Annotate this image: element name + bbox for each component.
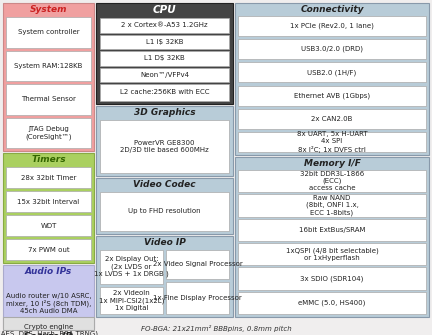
Bar (6, 215, 91, 236)
Bar (238, 109, 426, 129)
Text: 3D Graphics: 3D Graphics (133, 108, 195, 117)
Text: 2x Display Out:
(2x LVDS or
1x LVDS + 1x DRGB ): 2x Display Out: (2x LVDS or 1x LVDS + 1x… (94, 257, 169, 277)
Text: 7x PWM out: 7x PWM out (28, 247, 69, 253)
Bar (6, 118, 91, 148)
Text: 2 x Cortex®-A53 1.2GHz: 2 x Cortex®-A53 1.2GHz (121, 22, 208, 28)
Bar (6, 167, 91, 188)
Bar (238, 16, 426, 36)
Text: System controller: System controller (18, 29, 79, 35)
Text: 28x 32bit Timer: 28x 32bit Timer (21, 175, 76, 181)
Text: Crypto engine
(AES, DES, Hash, RSA,TRNG): Crypto engine (AES, DES, Hash, RSA,TRNG) (0, 324, 98, 335)
Bar (100, 192, 229, 231)
Bar (100, 35, 229, 49)
Bar (6, 84, 91, 115)
Bar (100, 84, 229, 101)
Text: 15x 32bit Interval: 15x 32bit Interval (17, 199, 79, 204)
Text: L2 cache:256KB with ECC: L2 cache:256KB with ECC (120, 89, 209, 95)
Bar (6, 51, 91, 81)
Text: 2x VideoIn
1x MIPI-CSI2(1x2L)
1x Digital: 2x VideoIn 1x MIPI-CSI2(1x2L) 1x Digital (99, 290, 164, 311)
Bar (3, 317, 94, 330)
Text: Audio router w/10 ASRC,
mixer, 10 I²S (8ch TDM),
45ch Audio DMA: Audio router w/10 ASRC, mixer, 10 I²S (8… (6, 293, 91, 314)
Bar (3, 153, 94, 263)
Bar (238, 85, 426, 106)
Bar (96, 236, 233, 317)
Bar (238, 267, 426, 290)
Text: FO-BGA: 21x21mm² BBBpins, 0.8mm pitch: FO-BGA: 21x21mm² BBBpins, 0.8mm pitch (141, 325, 291, 332)
Bar (166, 250, 229, 279)
Bar (235, 3, 429, 155)
Text: JTAG Debug
(CoreSight™): JTAG Debug (CoreSight™) (25, 126, 72, 139)
Text: System: System (30, 5, 67, 14)
Bar (238, 243, 426, 265)
Bar (238, 292, 426, 314)
Bar (238, 62, 426, 82)
Bar (6, 239, 91, 260)
Bar (238, 170, 426, 192)
Bar (3, 3, 94, 151)
Text: WDT: WDT (40, 222, 57, 228)
Text: 1x Fine Display Processor: 1x Fine Display Processor (153, 295, 242, 301)
Text: Video Codec: Video Codec (133, 180, 196, 189)
Bar (96, 106, 233, 176)
Bar (235, 157, 429, 317)
Text: Up to FHD resolution: Up to FHD resolution (128, 208, 201, 214)
Text: Thermal Sensor: Thermal Sensor (21, 96, 76, 102)
Text: eMMC (5.0, HS400): eMMC (5.0, HS400) (299, 299, 365, 306)
Text: Timers: Timers (31, 155, 66, 164)
Bar (6, 17, 91, 48)
Text: Secure IP: Secure IP (25, 332, 73, 335)
Text: Video IP: Video IP (143, 238, 185, 247)
Bar (166, 282, 229, 314)
Text: 2x Video Signal Processor: 2x Video Signal Processor (152, 261, 242, 267)
Text: 1x PCIe (Rev2.0, 1 lane): 1x PCIe (Rev2.0, 1 lane) (290, 23, 374, 29)
Text: USB2.0 (1H/F): USB2.0 (1H/F) (308, 69, 357, 76)
Text: 2x CAN2.0B: 2x CAN2.0B (311, 116, 353, 122)
Bar (100, 120, 229, 173)
Bar (96, 3, 233, 104)
Bar (96, 178, 233, 234)
Bar (100, 250, 163, 284)
Bar (100, 18, 229, 32)
Text: 8x UART, 5x H-UART
4x SPI
8x I²C; 1x DVFS ctrl: 8x UART, 5x H-UART 4x SPI 8x I²C; 1x DVF… (297, 131, 367, 152)
Bar (238, 132, 426, 152)
Text: Audio IPs: Audio IPs (25, 267, 72, 276)
Text: Connectivity: Connectivity (300, 5, 364, 14)
Text: PowerVR GE8300
2D/3D tile based 600MHz: PowerVR GE8300 2D/3D tile based 600MHz (120, 140, 209, 153)
Text: System RAM:128KB: System RAM:128KB (14, 63, 83, 69)
Text: Raw NAND
(8bit, ONFI 1.x,
ECC 1-8bits): Raw NAND (8bit, ONFI 1.x, ECC 1-8bits) (305, 195, 359, 216)
Bar (3, 265, 94, 328)
Text: 1xQSPI (4/8 bit selectable)
or 1xHyperflash: 1xQSPI (4/8 bit selectable) or 1xHyperfl… (286, 248, 378, 261)
Text: Ethernet AVB (1Gbps): Ethernet AVB (1Gbps) (294, 92, 370, 99)
Bar (100, 67, 229, 82)
Bar (6, 191, 91, 212)
Text: 32bit DDR3L-1866
(ECC)
access cache: 32bit DDR3L-1866 (ECC) access cache (300, 171, 364, 191)
Text: CPU: CPU (152, 5, 176, 15)
Text: L1 D$ 32KB: L1 D$ 32KB (144, 55, 185, 61)
Text: Memory I/F: Memory I/F (304, 159, 360, 168)
Bar (238, 219, 426, 241)
Bar (100, 51, 229, 66)
Text: Neon™/VFPv4: Neon™/VFPv4 (140, 72, 189, 78)
Bar (238, 194, 426, 217)
Text: USB3.0/2.0 (DRD): USB3.0/2.0 (DRD) (301, 46, 363, 53)
Bar (238, 39, 426, 59)
Bar (100, 287, 163, 314)
Text: L1 I$ 32KB: L1 I$ 32KB (146, 39, 183, 45)
Text: 3x SDIO (SDR104): 3x SDIO (SDR104) (300, 275, 364, 282)
Text: 16bit ExtBus/SRAM: 16bit ExtBus/SRAM (299, 227, 365, 233)
